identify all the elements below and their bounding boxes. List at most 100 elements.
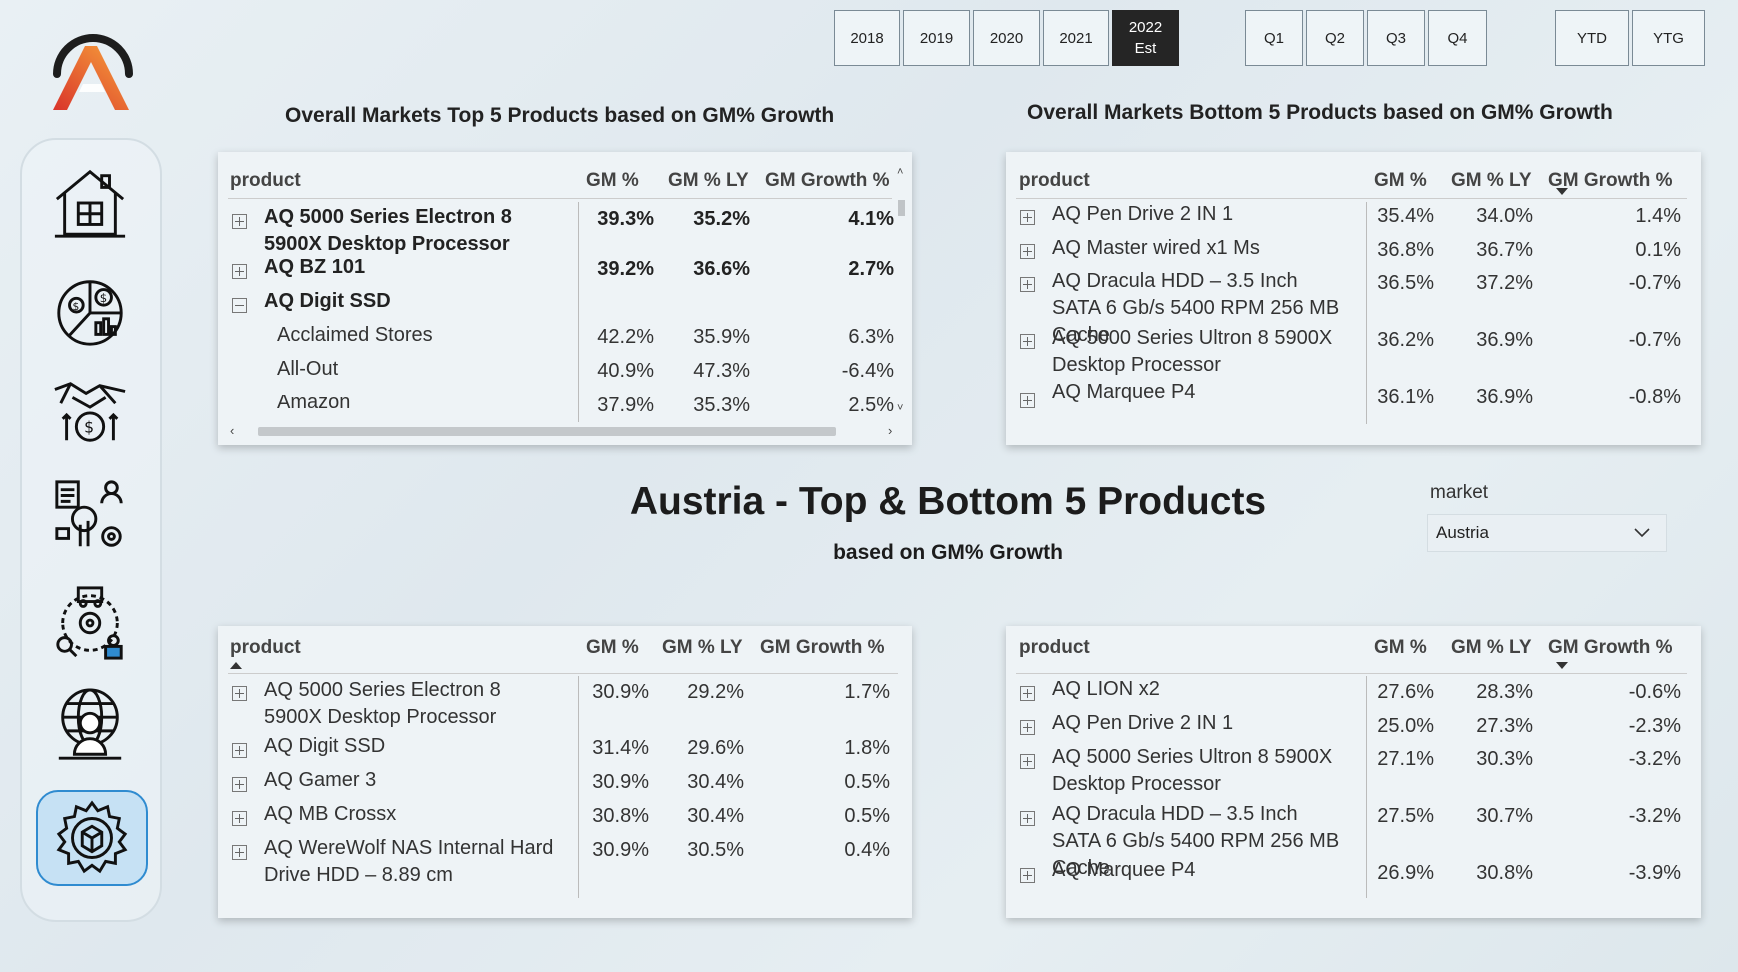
gm-growth-value: 0.1% [1635, 239, 1681, 261]
col-header-gm-growth[interactable]: GM Growth % [1548, 637, 1673, 658]
global-user-icon [58, 688, 122, 760]
product-name: AQ Digit SSD [264, 735, 386, 757]
gm-value: 30.8% [592, 805, 649, 827]
nav-global[interactable] [35, 680, 145, 770]
gm-growth-value: -3.9% [1628, 862, 1681, 884]
table-row[interactable]: Amazon 37.9% 35.3% 2.5% [218, 395, 912, 419]
col-header-gm-ly[interactable]: GM % LY [1451, 637, 1532, 658]
col-header-gm-growth[interactable]: GM Growth % [1548, 170, 1673, 191]
quarter-button-q2[interactable]: Q2 [1306, 10, 1364, 66]
col-header-gm-ly[interactable]: GM % LY [1451, 170, 1532, 191]
col-header-gm[interactable]: GM % [1374, 637, 1427, 658]
year-button-2020[interactable]: 2020 [973, 10, 1040, 66]
company-logo [53, 34, 133, 110]
nav-products[interactable] [36, 790, 148, 886]
col-header-gm-growth[interactable]: GM Growth % [760, 637, 885, 658]
product-name: AQ Pen Drive 2 IN 1 [1052, 203, 1234, 225]
vertical-scroll-thumb[interactable] [898, 200, 905, 216]
market-slicer-label: market [1430, 482, 1489, 503]
year-button-2021[interactable]: 2021 [1043, 10, 1109, 66]
product-name: AQ Dracula HDD – 3.5 Inch SATA 6 Gb/s 54… [1052, 270, 1340, 346]
expand-icon[interactable] [232, 264, 247, 279]
expand-icon[interactable] [232, 743, 247, 758]
collapse-icon[interactable] [232, 298, 247, 313]
gm-growth-value: 0.5% [844, 805, 890, 827]
gm-ly-value: 36.7% [1476, 239, 1533, 261]
expand-icon[interactable] [1020, 210, 1035, 225]
scroll-right-icon[interactable]: › [888, 423, 893, 438]
nav-analytics[interactable] [35, 470, 145, 560]
col-header-gm[interactable]: GM % [1374, 170, 1427, 191]
expand-icon[interactable] [232, 845, 247, 860]
sort-descending-icon[interactable] [1556, 662, 1568, 669]
horizontal-scroll-thumb[interactable] [258, 427, 836, 436]
deal-money-icon: $ [54, 382, 126, 442]
year-button-2022-est[interactable]: 2022 Est [1112, 10, 1179, 66]
col-header-product[interactable]: product [230, 637, 301, 658]
col-header-product[interactable]: product [1019, 637, 1090, 658]
expand-icon[interactable] [1020, 393, 1035, 408]
quarter-button-q3[interactable]: Q3 [1367, 10, 1425, 66]
gm-value: 39.3% [597, 208, 654, 230]
sort-ascending-icon[interactable] [230, 662, 242, 669]
scroll-down-icon[interactable]: ˅ [897, 402, 904, 414]
top-market-table: product GM % GM % LY GM Growth % AQ 5000… [218, 626, 912, 918]
expand-icon[interactable] [1020, 811, 1035, 826]
col-header-gm-ly[interactable]: GM % LY [668, 170, 749, 191]
product-name: AQ Master wired x1 Ms [1052, 237, 1260, 259]
expand-icon[interactable] [232, 777, 247, 792]
gm-ly-value: 37.2% [1476, 272, 1533, 294]
nav-deals[interactable]: $ [35, 366, 145, 456]
gm-value: 36.2% [1377, 329, 1434, 351]
gm-growth-value: -3.2% [1628, 748, 1681, 770]
col-header-gm-growth[interactable]: GM Growth % [765, 170, 890, 191]
gm-value: 27.6% [1377, 681, 1434, 703]
expand-icon[interactable] [1020, 720, 1035, 735]
svg-text:$: $ [72, 300, 79, 313]
expand-icon[interactable] [1020, 868, 1035, 883]
quarter-button-q4[interactable]: Q4 [1428, 10, 1487, 66]
period-button-ytd[interactable]: YTD [1555, 10, 1629, 66]
nav-finance[interactable]: $ $ [35, 266, 145, 356]
sort-descending-icon[interactable] [1556, 188, 1568, 195]
gm-value: 39.2% [597, 258, 654, 280]
scroll-left-icon[interactable]: ‹ [230, 423, 235, 438]
expand-icon[interactable] [232, 811, 247, 826]
market-dropdown[interactable]: Austria [1427, 514, 1667, 552]
vertical-scrollbar[interactable]: ˄ ˅ [896, 166, 908, 416]
gm-value: 36.1% [1377, 386, 1434, 408]
expand-icon[interactable] [1020, 754, 1035, 769]
quarter-button-q1[interactable]: Q1 [1245, 10, 1303, 66]
expand-icon[interactable] [1020, 686, 1035, 701]
product-name: AQ Dracula HDD – 3.5 Inch SATA 6 Gb/s 54… [1052, 803, 1340, 879]
expand-icon[interactable] [232, 214, 247, 229]
gm-value: 27.5% [1377, 805, 1434, 827]
col-header-product[interactable]: product [1019, 170, 1090, 191]
expand-icon[interactable] [1020, 244, 1035, 259]
expand-icon[interactable] [1020, 334, 1035, 349]
year-button-2018[interactable]: 2018 [834, 10, 900, 66]
col-header-product[interactable]: product [230, 170, 301, 191]
gm-value: 30.9% [592, 839, 649, 861]
expand-icon[interactable] [1020, 277, 1035, 292]
gm-value: 40.9% [597, 360, 654, 382]
horizontal-scrollbar[interactable]: ‹ › [230, 423, 900, 439]
scroll-up-icon[interactable]: ˄ [897, 166, 904, 178]
nav-supply-chain[interactable] [35, 578, 145, 668]
period-button-ytg[interactable]: YTG [1632, 10, 1705, 66]
gm-ly-value: 35.9% [693, 326, 750, 348]
expand-icon[interactable] [232, 686, 247, 701]
gm-growth-value: 6.3% [848, 326, 894, 348]
product-name: AQ 5000 Series Electron 8 5900X Desktop … [264, 206, 512, 255]
col-header-gm[interactable]: GM % [586, 637, 639, 658]
col-header-gm[interactable]: GM % [586, 170, 639, 191]
header-divider [1016, 673, 1687, 674]
gm-value: 42.2% [597, 326, 654, 348]
year-button-2019[interactable]: 2019 [903, 10, 970, 66]
gm-growth-value: 2.5% [848, 395, 894, 416]
nav-home[interactable] [35, 158, 145, 248]
gm-ly-value: 35.3% [693, 395, 750, 416]
col-header-gm-ly[interactable]: GM % LY [662, 637, 743, 658]
gm-value: 30.9% [592, 681, 649, 703]
column-divider [578, 202, 579, 422]
